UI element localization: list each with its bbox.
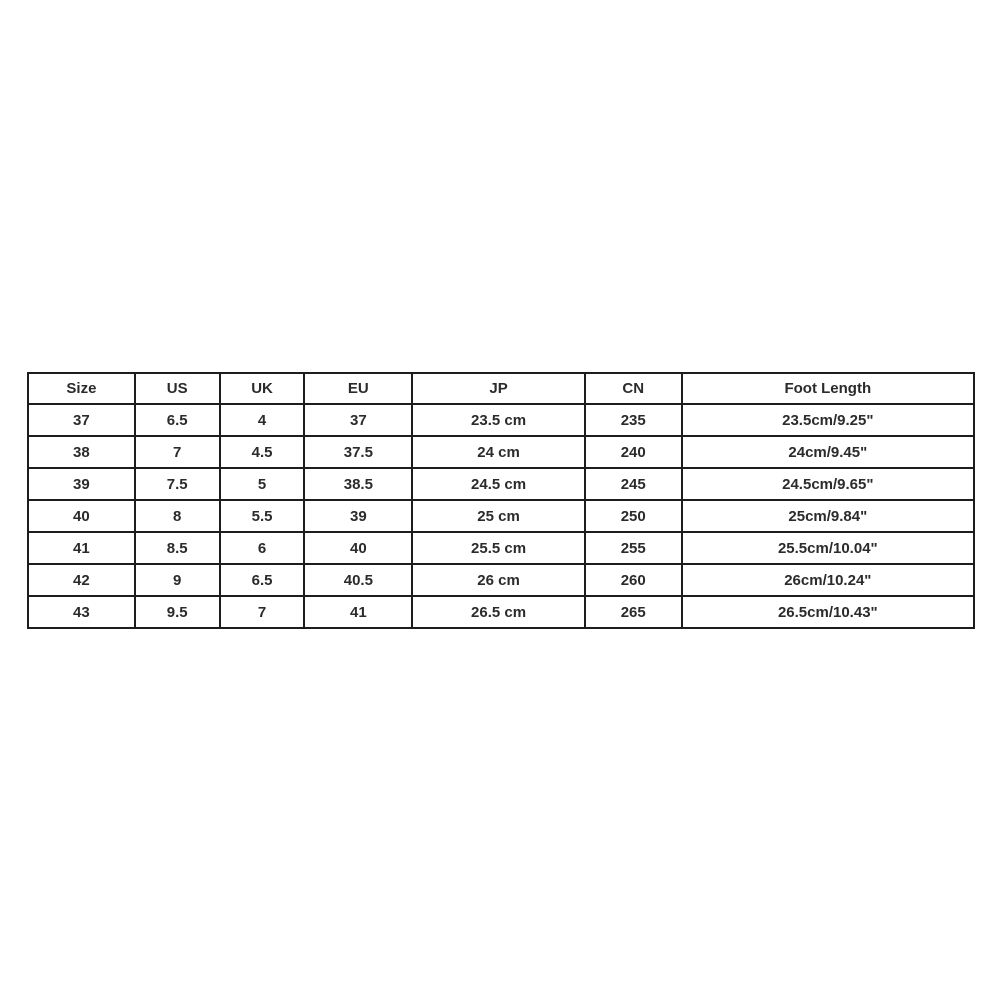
body-cell: 43 (27, 595, 136, 629)
table-row: 43 9.5 7 41 26.5 cm 265 26.5cm/10.43" (27, 595, 976, 629)
body-cell: 6.5 (133, 403, 221, 437)
body-cell: 24.5 cm (411, 467, 586, 501)
body-cell: 5 (218, 467, 306, 501)
body-cell: 7 (218, 595, 306, 629)
body-cell: 38 (27, 435, 136, 469)
body-cell: 25 cm (411, 499, 586, 533)
table-row: 39 7.5 5 38.5 24.5 cm 245 24.5cm/9.65" (27, 467, 976, 501)
body-cell: 37 (27, 403, 136, 437)
body-cell: 40 (27, 499, 136, 533)
body-cell: 8 (133, 499, 221, 533)
body-cell: 6 (218, 531, 306, 565)
table-row: 37 6.5 4 37 23.5 cm 235 23.5cm/9.25" (27, 403, 976, 437)
body-cell: 26 cm (411, 563, 586, 597)
header-row: Size US UK EU JP CN Foot Length (27, 372, 976, 405)
body-cell: 24 cm (411, 435, 586, 469)
body-cell: 25.5 cm (411, 531, 586, 565)
body-cell: 7 (133, 435, 221, 469)
body-cell: 9.5 (133, 595, 221, 629)
body-cell: 255 (583, 531, 683, 565)
header-cell: Foot Length (680, 372, 976, 405)
body-cell: 41 (303, 595, 414, 629)
body-cell: 37 (303, 403, 414, 437)
body-cell: 37.5 (303, 435, 414, 469)
body-cell: 23.5 cm (411, 403, 586, 437)
body-cell: 4 (218, 403, 306, 437)
body-cell: 41 (27, 531, 136, 565)
body-cell: 42 (27, 563, 136, 597)
body-cell: 40.5 (303, 563, 414, 597)
size-chart-container: Size US UK EU JP CN Foot Length 37 6.5 4 37 23.5 c… (27, 372, 976, 629)
header-cell: EU (303, 372, 414, 405)
header-cell: CN (583, 372, 683, 405)
header-cell: JP (411, 372, 586, 405)
body-cell: 7.5 (133, 467, 221, 501)
body-cell: 26.5 cm (411, 595, 586, 629)
body-cell: 24cm/9.45" (680, 435, 976, 469)
body-cell: 8.5 (133, 531, 221, 565)
table-row: 41 8.5 6 40 25.5 cm 255 25.5cm/10.04" (27, 531, 976, 565)
table-row: 42 9 6.5 40.5 26 cm 260 26cm/10.24" (27, 563, 976, 597)
table-row: 38 7 4.5 37.5 24 cm 240 24cm/9.45" (27, 435, 976, 469)
header-cell: UK (218, 372, 306, 405)
header-cell: Size (27, 372, 136, 405)
body-cell: 9 (133, 563, 221, 597)
body-cell: 265 (583, 595, 683, 629)
body-cell: 23.5cm/9.25" (680, 403, 976, 437)
table-body: 37 6.5 4 37 23.5 cm 235 23.5cm/9.25" 38 7 4.5 37.5… (27, 403, 976, 629)
body-cell: 25.5cm/10.04" (680, 531, 976, 565)
body-cell: 39 (27, 467, 136, 501)
body-cell: 39 (303, 499, 414, 533)
body-cell: 235 (583, 403, 683, 437)
body-cell: 240 (583, 435, 683, 469)
table-row: 40 8 5.5 39 25 cm 250 25cm/9.84" (27, 499, 976, 533)
header-cell: US (133, 372, 221, 405)
body-cell: 38.5 (303, 467, 414, 501)
body-cell: 26cm/10.24" (680, 563, 976, 597)
body-cell: 40 (303, 531, 414, 565)
body-cell: 6.5 (218, 563, 306, 597)
size-conversion-table: Size US UK EU JP CN Foot Length 37 6.5 4 37 23.5 c… (27, 372, 976, 629)
body-cell: 260 (583, 563, 683, 597)
body-cell: 5.5 (218, 499, 306, 533)
body-cell: 250 (583, 499, 683, 533)
body-cell: 25cm/9.84" (680, 499, 976, 533)
body-cell: 24.5cm/9.65" (680, 467, 976, 501)
body-cell: 245 (583, 467, 683, 501)
body-cell: 4.5 (218, 435, 306, 469)
body-cell: 26.5cm/10.43" (680, 595, 976, 629)
table-header: Size US UK EU JP CN Foot Length (27, 372, 976, 405)
